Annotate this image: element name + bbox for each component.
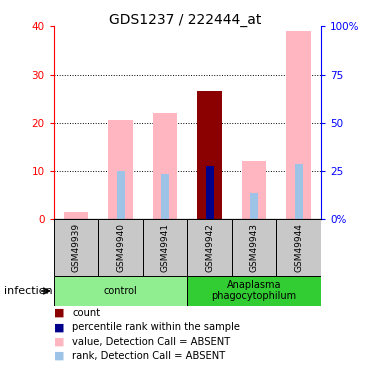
- Bar: [197, 92, 222, 219]
- Bar: [250, 193, 258, 219]
- Bar: [98, 219, 143, 276]
- Bar: [242, 161, 266, 219]
- Text: percentile rank within the sample: percentile rank within the sample: [72, 322, 240, 332]
- Text: value, Detection Call = ABSENT: value, Detection Call = ABSENT: [72, 337, 231, 346]
- Text: ■: ■: [54, 351, 65, 361]
- Text: GSM49939: GSM49939: [72, 223, 81, 272]
- Text: GDS1237 / 222444_at: GDS1237 / 222444_at: [109, 13, 262, 27]
- Text: GSM49942: GSM49942: [205, 223, 214, 272]
- Text: GSM49941: GSM49941: [161, 223, 170, 272]
- Bar: [295, 164, 303, 219]
- Text: Anaplasma
phagocytophilum: Anaplasma phagocytophilum: [211, 280, 297, 302]
- Text: rank, Detection Call = ABSENT: rank, Detection Call = ABSENT: [72, 351, 226, 361]
- Bar: [64, 212, 88, 219]
- Text: ■: ■: [54, 337, 65, 346]
- Bar: [232, 219, 276, 276]
- Bar: [286, 31, 311, 219]
- Bar: [54, 219, 98, 276]
- Bar: [108, 120, 133, 219]
- Bar: [276, 219, 321, 276]
- Text: control: control: [104, 286, 137, 296]
- Text: GSM49943: GSM49943: [250, 223, 259, 272]
- Bar: [187, 219, 232, 276]
- Bar: [161, 174, 169, 219]
- Text: count: count: [72, 308, 101, 318]
- Bar: [187, 276, 321, 306]
- Bar: [143, 219, 187, 276]
- Bar: [153, 113, 177, 219]
- Bar: [54, 276, 187, 306]
- Text: infection: infection: [4, 286, 52, 296]
- Text: ■: ■: [54, 322, 65, 332]
- Text: GSM49940: GSM49940: [116, 223, 125, 272]
- Bar: [206, 166, 214, 219]
- Bar: [116, 171, 125, 219]
- Text: GSM49944: GSM49944: [294, 223, 303, 272]
- Text: ■: ■: [54, 308, 65, 318]
